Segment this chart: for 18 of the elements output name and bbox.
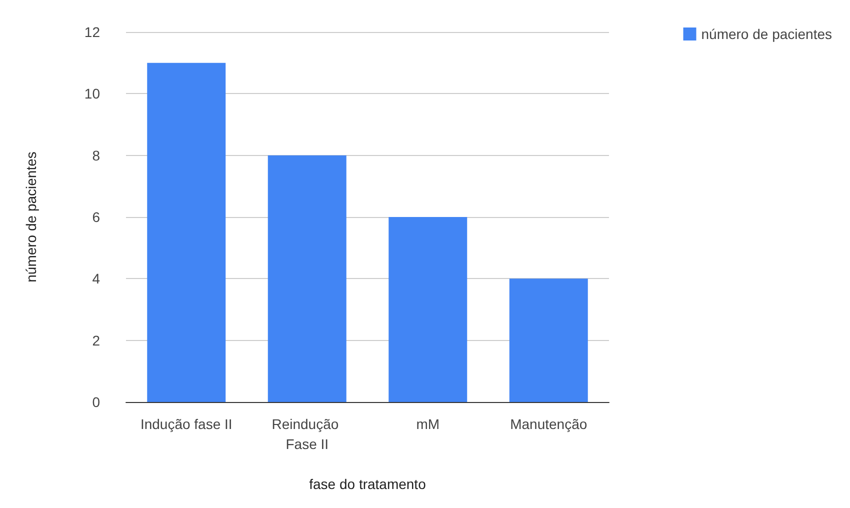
bar xyxy=(147,62,226,402)
y-tick-label: 0 xyxy=(92,394,100,410)
y-tick-label: 4 xyxy=(92,270,100,287)
bar xyxy=(509,278,588,402)
bar xyxy=(388,217,468,402)
y-tick-label: 2 xyxy=(92,332,100,348)
y-axis-title: número de pacientes xyxy=(23,152,39,282)
bar xyxy=(268,155,346,402)
y-tick-label: 6 xyxy=(92,209,100,225)
x-tick-label: Manutenção xyxy=(510,416,588,432)
x-tick-label: mM xyxy=(416,416,440,432)
x-axis-title: fase do tratamento xyxy=(309,476,426,492)
x-tick-label: Reindução Fase II xyxy=(272,416,343,452)
y-tick-label: 12 xyxy=(84,24,100,40)
y-tick-label: 10 xyxy=(84,86,100,102)
y-tick-label: 8 xyxy=(92,147,100,164)
legend-label: número de pacientes xyxy=(701,26,832,42)
x-tick-label: Indução fase II xyxy=(140,416,232,432)
